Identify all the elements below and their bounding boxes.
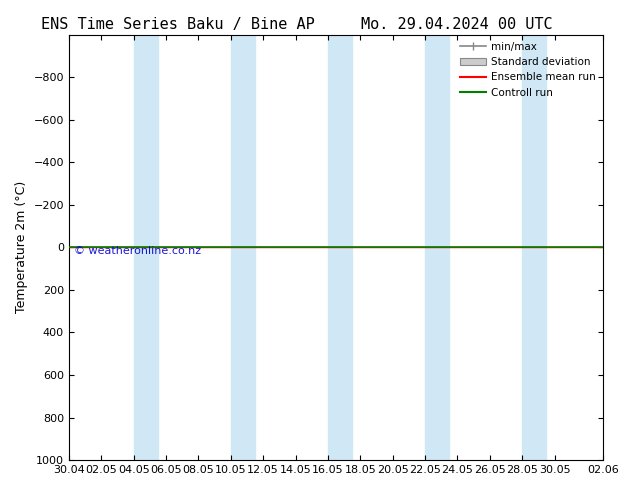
- Text: © weatheronline.co.nz: © weatheronline.co.nz: [74, 246, 202, 256]
- Text: ENS Time Series Baku / Bine AP: ENS Time Series Baku / Bine AP: [41, 17, 314, 32]
- Y-axis label: Temperature 2m (°C): Temperature 2m (°C): [15, 181, 28, 314]
- Legend: min/max, Standard deviation, Ensemble mean run, Controll run: min/max, Standard deviation, Ensemble me…: [456, 38, 600, 102]
- Bar: [134, 35, 158, 460]
- Text: Mo. 29.04.2024 00 UTC: Mo. 29.04.2024 00 UTC: [361, 17, 552, 32]
- Bar: [328, 35, 353, 460]
- Bar: [425, 35, 450, 460]
- Bar: [231, 35, 255, 460]
- Bar: [522, 35, 547, 460]
